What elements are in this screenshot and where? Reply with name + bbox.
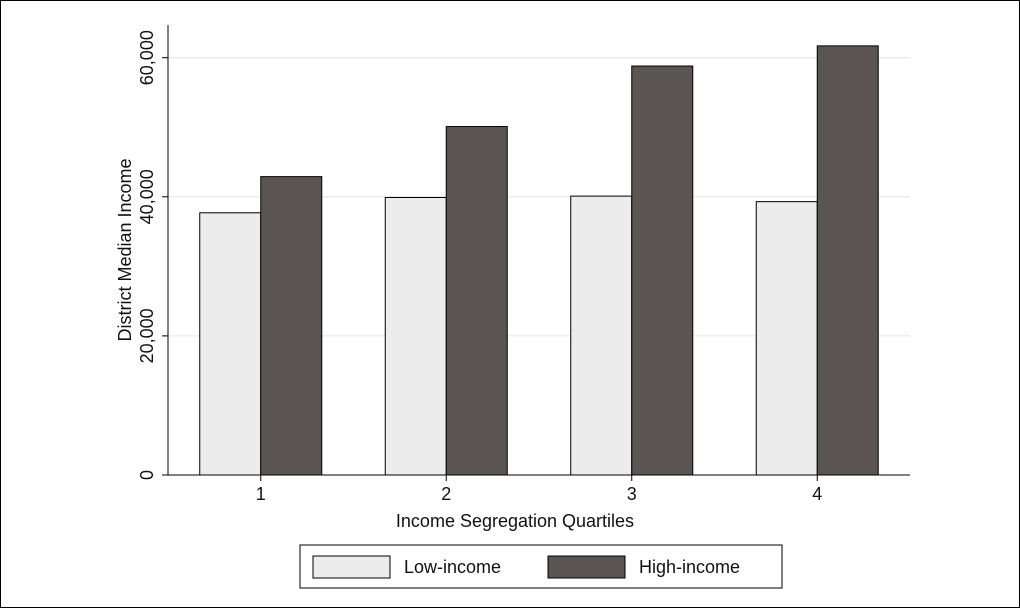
legend-swatch [547, 555, 626, 579]
bar [384, 196, 447, 476]
legend-label: Low-income [404, 557, 501, 577]
y-axis-title: District Median Income [115, 158, 135, 341]
legend-swatch [312, 555, 391, 579]
bar [631, 65, 694, 476]
bar [816, 45, 879, 476]
bar [445, 126, 508, 476]
bar [260, 176, 323, 476]
x-tick-label: 2 [441, 484, 451, 504]
x-tick-label: 4 [812, 484, 822, 504]
y-tick-label: 60,000 [137, 30, 157, 85]
bar [755, 201, 818, 476]
bar [570, 195, 633, 476]
y-tick-label: 20,000 [137, 308, 157, 363]
x-tick-label: 3 [627, 484, 637, 504]
legend-label: High-income [639, 557, 740, 577]
y-tick-label: 40,000 [137, 169, 157, 224]
bar [199, 212, 262, 476]
y-tick-label: 0 [137, 470, 157, 480]
x-axis-title: Income Segregation Quartiles [396, 511, 634, 531]
x-tick-label: 1 [256, 484, 266, 504]
